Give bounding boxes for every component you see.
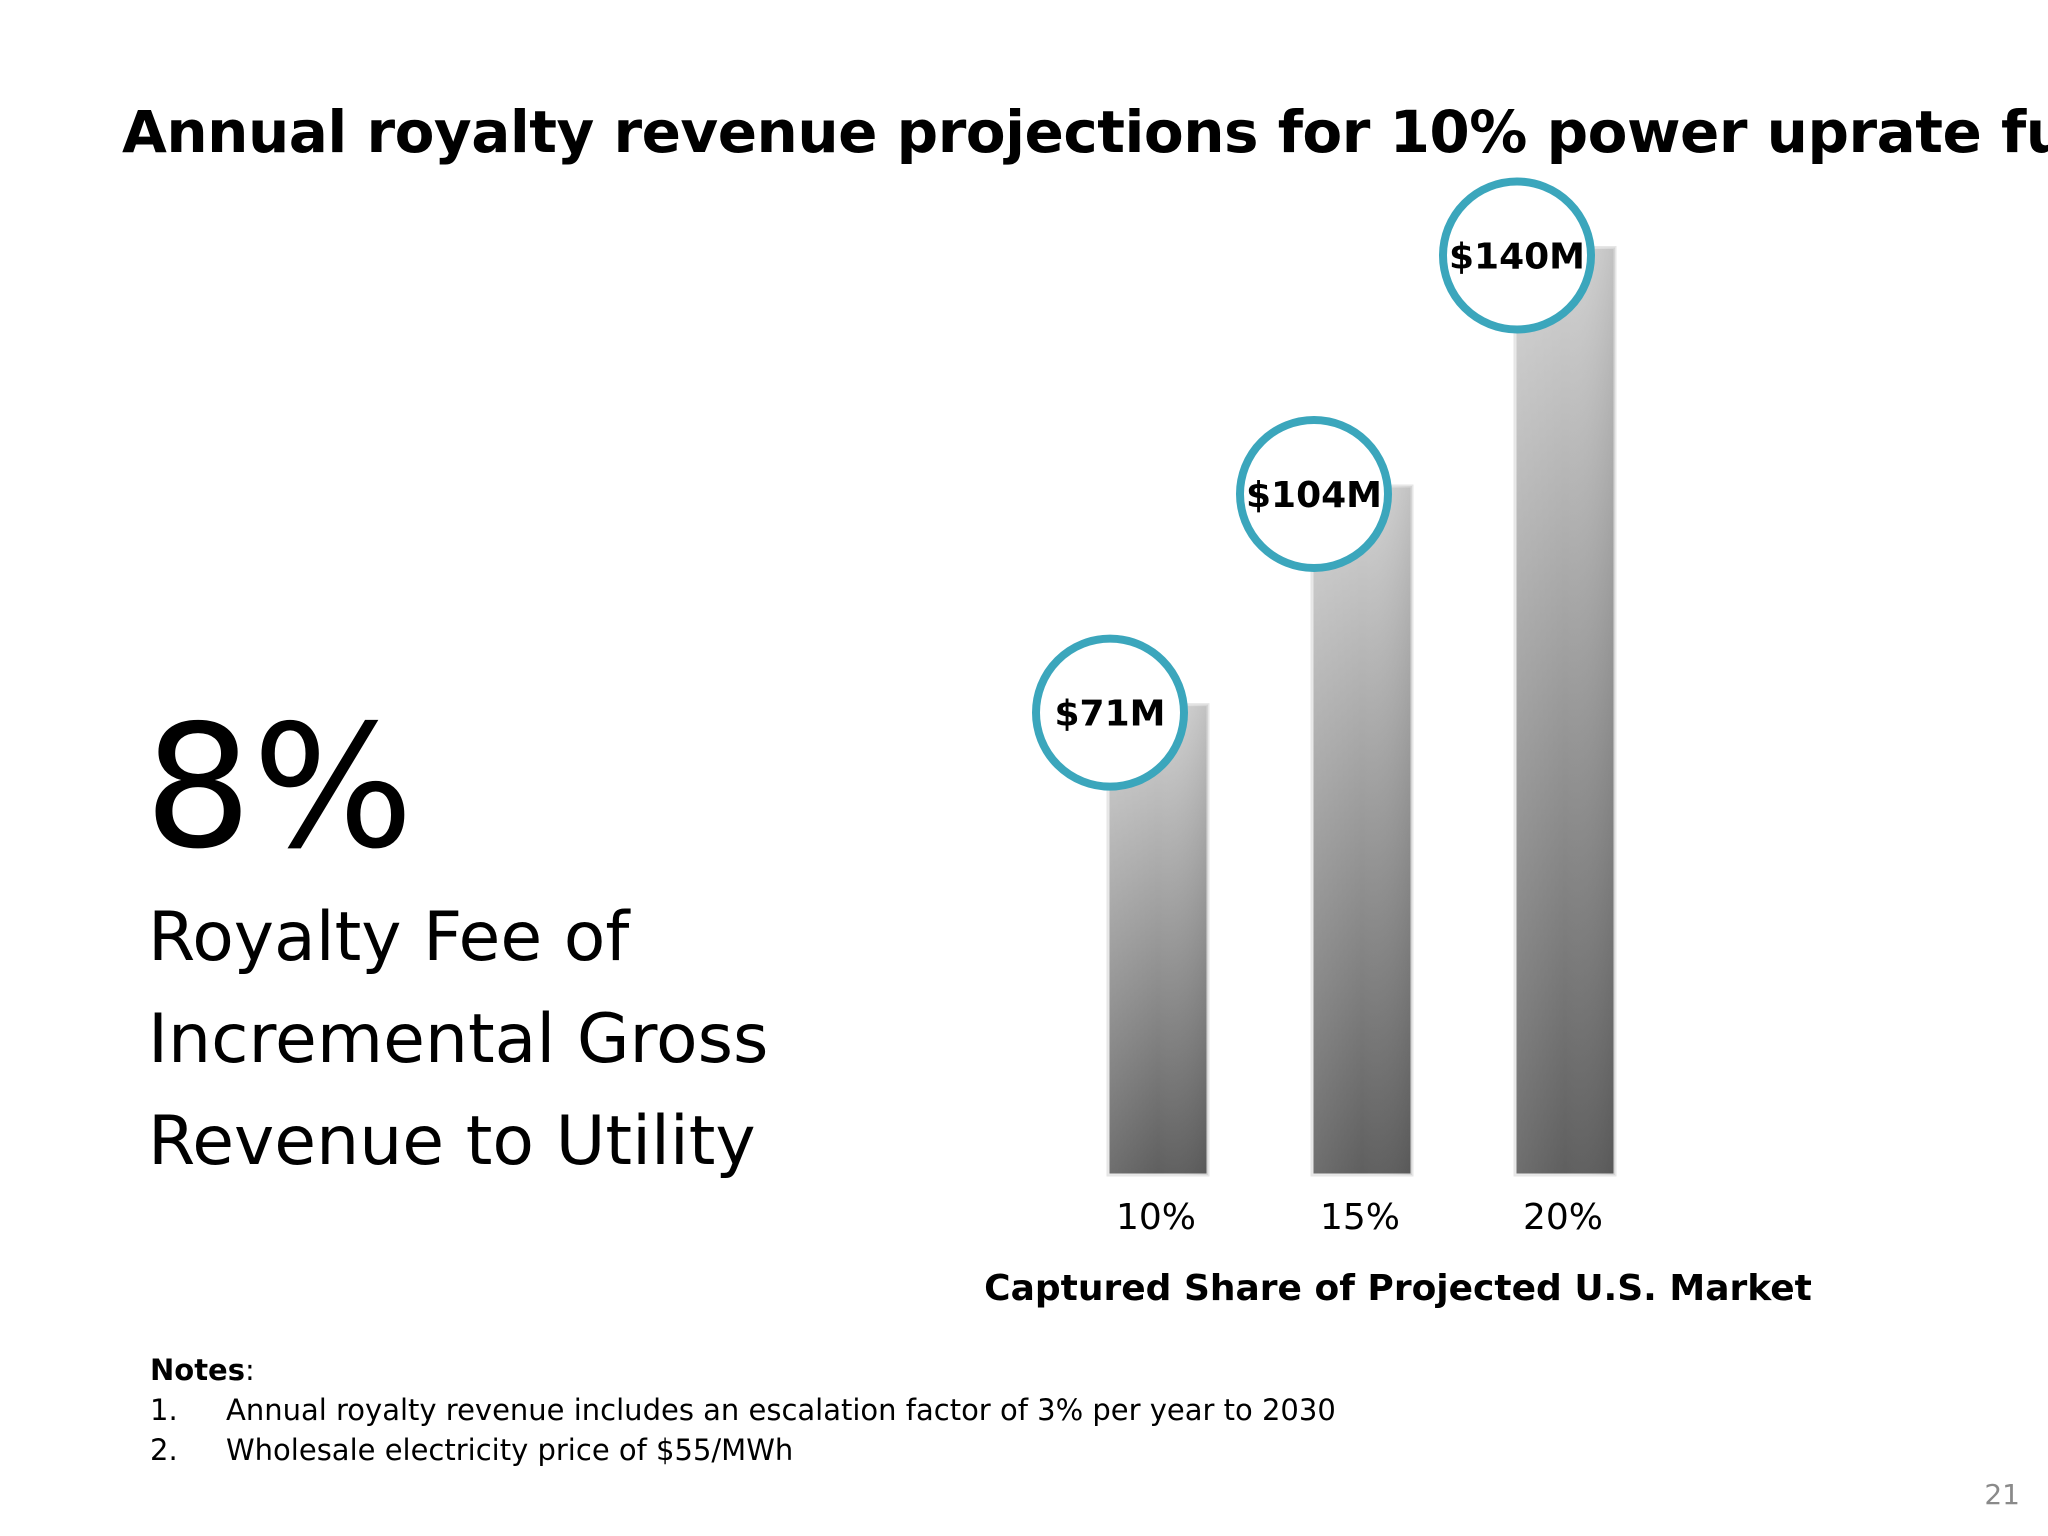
- notes-section: Notes: 1. Annual royalty revenue include…: [150, 1350, 1336, 1470]
- data-label-ring: [1032, 634, 1188, 791]
- royalty-fee-value: 8%: [144, 689, 414, 887]
- data-label: $71M: [1055, 694, 1166, 735]
- note-number: 2.: [150, 1433, 178, 1467]
- data-label: $104M: [1246, 475, 1382, 516]
- page-title: Annual royalty revenue projections for 1…: [122, 98, 2048, 166]
- bar-shading: [1312, 486, 1412, 1175]
- royalty-caption-line-1: Royalty Fee of: [148, 898, 630, 977]
- note-item: 1. Annual royalty revenue includes an es…: [150, 1390, 1336, 1430]
- royalty-caption-line-2: Incremental Gross: [148, 1000, 769, 1079]
- note-number: 1.: [150, 1393, 178, 1427]
- data-label-ring: [1236, 416, 1392, 572]
- note-item: 2. Wholesale electricity price of $55/MW…: [150, 1430, 1336, 1470]
- x-axis-label: Captured Share of Projected U.S. Market: [984, 1268, 1812, 1309]
- x-tick-label: 10%: [1116, 1197, 1196, 1238]
- royalty-caption-line-3: Revenue to Utility: [148, 1102, 756, 1181]
- data-label-ring: [1439, 177, 1595, 334]
- notes-heading: Notes: [150, 1353, 245, 1387]
- x-tick-label: 20%: [1523, 1197, 1603, 1238]
- data-label: $140M: [1449, 237, 1585, 278]
- note-text: Annual royalty revenue includes an escal…: [226, 1393, 1336, 1427]
- bar-shading: [1515, 247, 1615, 1175]
- note-text: Wholesale electricity price of $55/MWh: [226, 1433, 794, 1467]
- x-tick-label: 15%: [1320, 1197, 1400, 1238]
- page-number: 21: [1984, 1478, 2020, 1511]
